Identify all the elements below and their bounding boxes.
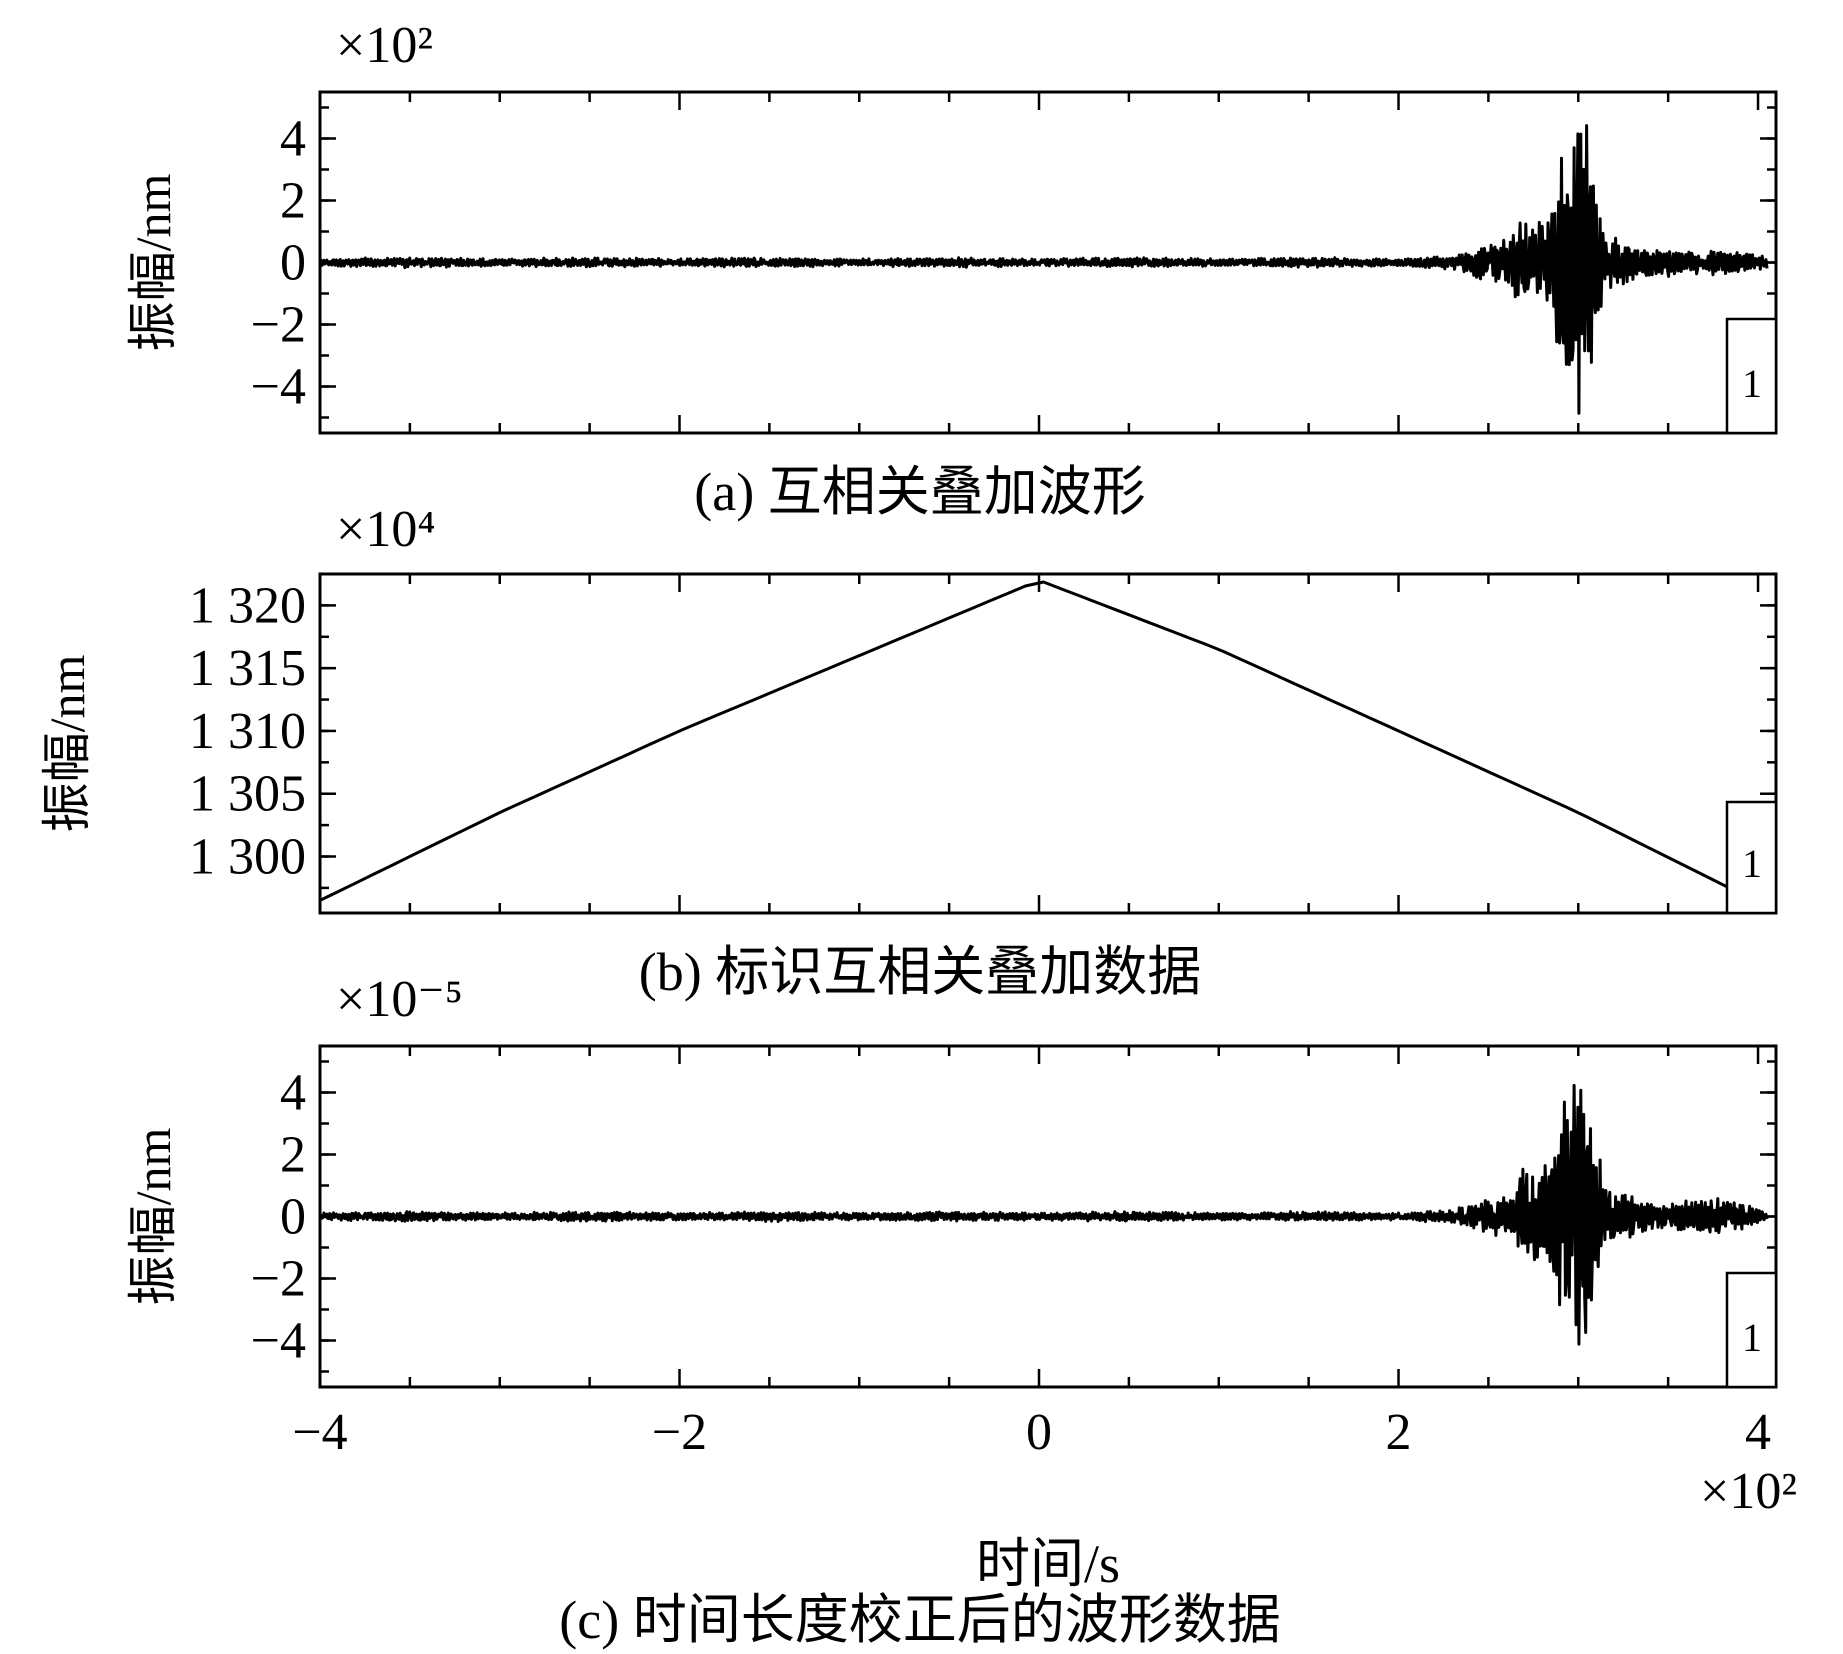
panel-caption: (a) 互相关叠加波形: [694, 462, 1145, 522]
legend-label: 1: [1742, 841, 1762, 886]
x-exponent-label: ×10²: [1700, 1463, 1797, 1520]
y-tick-label: −4: [251, 1313, 306, 1370]
y-tick-label: −2: [251, 297, 306, 354]
panel-b: 1 320 1 315 1 310 1 305 1 300 ×10⁴ 振幅/nm 1 (b) 标…: [39, 501, 1778, 1002]
legend-box: [1725, 1271, 1778, 1389]
y-tick-label: 1 310: [189, 703, 306, 760]
y-tick-label: 1 305: [189, 766, 306, 823]
y-exponent-label: ×10²: [336, 17, 433, 74]
y-axis-title: 振幅/nm: [39, 655, 95, 833]
panel-c: 420−2−4×10⁻⁵振幅/nm1(c) 时间长度校正后的波形数据: [125, 971, 1778, 1650]
legend-box: [1725, 800, 1778, 915]
x-tick-label: −4: [292, 1404, 347, 1461]
series-line: [319, 580, 1768, 909]
legend-label: 1: [1742, 1315, 1762, 1360]
y-axis-title: 振幅/nm: [125, 1128, 181, 1306]
x-tick-label: 4: [1745, 1404, 1771, 1461]
y-tick-label: 1 315: [189, 640, 306, 697]
x-tick-label: −2: [652, 1404, 707, 1461]
y-tick-label: 4: [280, 111, 306, 168]
panel-caption: (b) 标识互相关叠加数据: [639, 942, 1201, 1002]
legend-label: 1: [1742, 361, 1762, 406]
y-tick-label: 2: [280, 1127, 306, 1184]
plot-frame: [318, 572, 1778, 915]
y-tick-label: 1 300: [189, 829, 306, 886]
x-axis-title: 时间/s: [976, 1534, 1120, 1594]
y-tick-label: 4: [280, 1065, 306, 1122]
legend-box: [1725, 317, 1778, 435]
y-exponent-label: ×10⁻⁵: [336, 971, 463, 1028]
y-tick-label: 1 320: [189, 577, 306, 634]
x-tick-label: 2: [1386, 1404, 1412, 1461]
y-axis-title: 振幅/nm: [125, 174, 181, 352]
y-tick-label: −2: [251, 1251, 306, 1308]
x-tick-label: 0: [1026, 1404, 1052, 1461]
y-tick-label: 0: [280, 235, 306, 292]
panel-caption: (c) 时间长度校正后的波形数据: [559, 1590, 1280, 1650]
shared-x-axis: −4 −2 0 2 4: [292, 1404, 1771, 1461]
y-tick-label: −4: [251, 359, 306, 416]
y-tick-label: 2: [280, 173, 306, 230]
series-line: [318, 1083, 1769, 1346]
y-exponent-label: ×10⁴: [336, 501, 435, 558]
y-tick-label: 0: [280, 1189, 306, 1246]
series-line: [319, 124, 1769, 415]
panel-a: 420−2−4 ×10² 振幅/nm 1 (a) 互相关叠加波形: [125, 17, 1778, 522]
